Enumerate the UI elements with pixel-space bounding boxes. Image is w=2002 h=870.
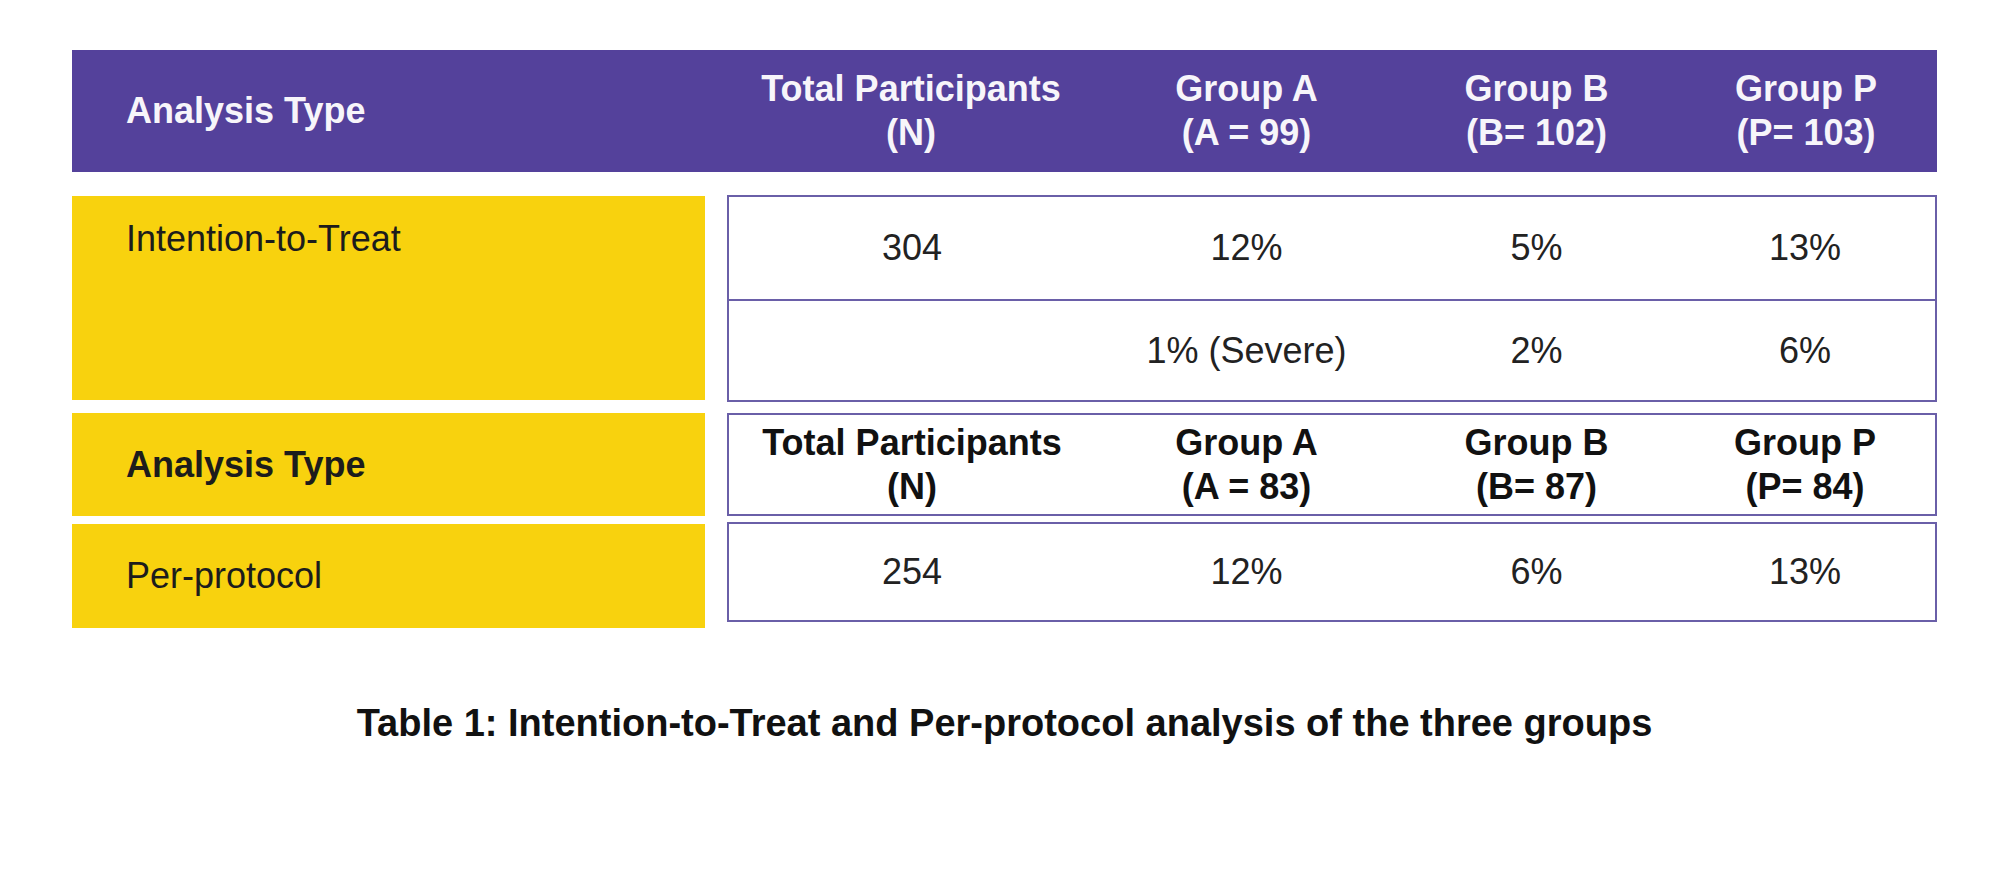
pp-header-box: Total Participants (N) Group A (A = 83) … <box>727 413 1937 516</box>
pp-header-group-p-line2: (P= 84) <box>1745 465 1864 509</box>
table-figure: Analysis Type Total Participants (N) Gro… <box>0 0 2002 870</box>
header-group-b-line1: Group B <box>1465 67 1609 111</box>
pp-row-group-a: 12% <box>1095 524 1398 620</box>
pp-header-group-p-line1: Group P <box>1734 421 1876 465</box>
header-total-participants-line1: Total Participants <box>761 67 1060 111</box>
itt-row2-total <box>729 301 1095 403</box>
header-group-b: Group B (B= 102) <box>1398 50 1675 172</box>
header-group-b-line2: (B= 102) <box>1466 111 1607 155</box>
header-total-participants: Total Participants (N) <box>727 50 1095 172</box>
pp-row: 254 12% 6% 13% <box>729 524 1935 620</box>
header-total-participants-line2: (N) <box>886 111 936 155</box>
pp-header-group-b-line2: (B= 87) <box>1476 465 1597 509</box>
row-label-per-protocol: Per-protocol <box>72 524 705 628</box>
header-group-a-line1: Group A <box>1175 67 1318 111</box>
pp-header-total-participants-line2: (N) <box>887 465 937 509</box>
itt-data-box: 304 12% 5% 13% 1% (Severe) 2% 6% <box>727 195 1937 402</box>
pp-row-group-p: 13% <box>1675 524 1935 620</box>
section-label-analysis-type: Analysis Type <box>72 413 705 516</box>
pp-header-total-participants-line1: Total Participants <box>762 421 1061 465</box>
itt-row1-group-b: 5% <box>1398 197 1675 299</box>
header-group-p-line1: Group P <box>1735 67 1877 111</box>
pp-header-row: Total Participants (N) Group A (A = 83) … <box>729 415 1935 514</box>
pp-header-group-a: Group A (A = 83) <box>1095 415 1398 514</box>
itt-row1-total: 304 <box>729 197 1095 299</box>
pp-header-group-b: Group B (B= 87) <box>1398 415 1675 514</box>
itt-row1-group-a: 12% <box>1095 197 1398 299</box>
itt-row-1: 304 12% 5% 13% <box>729 197 1935 299</box>
itt-row2-group-b: 2% <box>1398 301 1675 403</box>
header-group-a-line2: (A = 99) <box>1182 111 1312 155</box>
header-group-p: Group P (P= 103) <box>1675 50 1937 172</box>
pp-header-group-p: Group P (P= 84) <box>1675 415 1935 514</box>
itt-row1-group-p: 13% <box>1675 197 1935 299</box>
primary-header-row: Analysis Type Total Participants (N) Gro… <box>72 50 1937 172</box>
itt-row-2: 1% (Severe) 2% 6% <box>729 299 1935 403</box>
pp-header-group-a-line1: Group A <box>1175 421 1318 465</box>
table-caption: Table 1: Intention-to-Treat and Per-prot… <box>72 702 1937 745</box>
header-group-a: Group A (A = 99) <box>1095 50 1398 172</box>
itt-row2-group-a: 1% (Severe) <box>1095 301 1398 403</box>
pp-header-total-participants: Total Participants (N) <box>729 415 1095 514</box>
itt-row2-group-p: 6% <box>1675 301 1935 403</box>
pp-header-group-a-line2: (A = 83) <box>1182 465 1312 509</box>
row-label-intention-to-treat: Intention-to-Treat <box>72 196 705 400</box>
pp-row-total: 254 <box>729 524 1095 620</box>
header-group-p-line2: (P= 103) <box>1736 111 1875 155</box>
pp-header-group-b-line1: Group B <box>1465 421 1609 465</box>
header-analysis-type-label: Analysis Type <box>72 50 727 172</box>
pp-row-group-b: 6% <box>1398 524 1675 620</box>
pp-data-box: 254 12% 6% 13% <box>727 522 1937 622</box>
